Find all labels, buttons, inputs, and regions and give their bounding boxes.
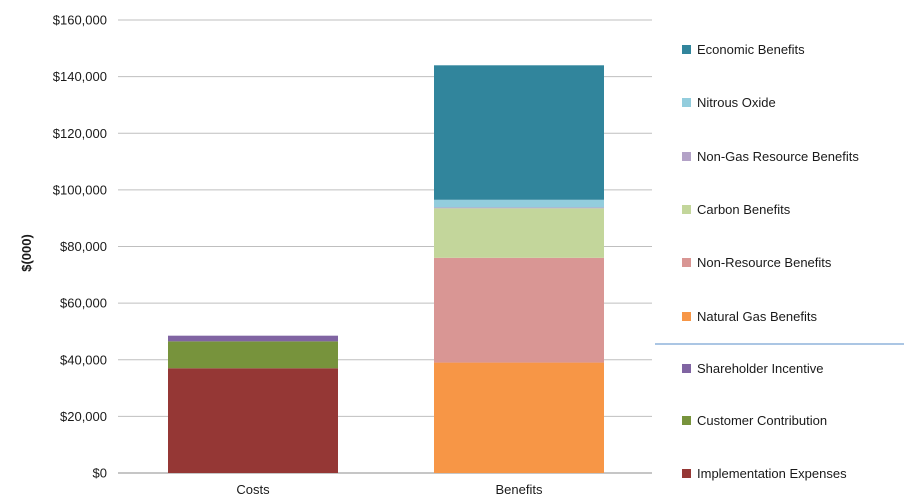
bar-costs-customer-contribution xyxy=(168,341,338,369)
bar-benefits-nitrous-oxide xyxy=(434,199,604,208)
legend-swatch xyxy=(682,152,691,161)
bar-benefits-non-resource-benefits xyxy=(434,257,604,363)
legend-label: Non-Resource Benefits xyxy=(697,255,832,270)
bar-costs-shareholder-incentive xyxy=(168,335,338,342)
legend-swatch xyxy=(682,205,691,214)
legend-label: Carbon Benefits xyxy=(697,202,791,217)
legend-item-customer-contribution: Customer Contribution xyxy=(682,413,827,428)
legend-label: Economic Benefits xyxy=(697,42,805,57)
x-tick-label-benefits: Benefits xyxy=(496,482,543,497)
bar-costs-implementation-expenses xyxy=(168,368,338,473)
legend-item-non-gas-resource-benefits: Non-Gas Resource Benefits xyxy=(682,149,859,164)
bars xyxy=(168,65,604,473)
legend-item-shareholder-incentive: Shareholder Incentive xyxy=(682,361,823,376)
legend-label: Customer Contribution xyxy=(697,413,827,428)
legend-item-economic-benefits: Economic Benefits xyxy=(682,42,805,57)
legend-item-natural-gas-benefits: Natural Gas Benefits xyxy=(682,309,817,324)
legend-item-non-resource-benefits: Non-Resource Benefits xyxy=(682,255,832,270)
legend-swatch xyxy=(682,98,691,107)
legend-item-nitrous-oxide: Nitrous Oxide xyxy=(682,95,776,110)
bar-benefits-economic-benefits xyxy=(434,65,604,200)
legend-swatch xyxy=(682,312,691,321)
legend-swatch xyxy=(682,258,691,267)
y-tick-label: $100,000 xyxy=(53,182,107,197)
bar-benefits-non-gas-resource-benefits xyxy=(434,207,604,209)
legend-item-implementation-expenses: Implementation Expenses xyxy=(682,466,847,481)
legend-label: Implementation Expenses xyxy=(697,466,847,481)
y-tick-label: $60,000 xyxy=(60,296,107,311)
y-tick-label: $80,000 xyxy=(60,239,107,254)
y-tick-label: $140,000 xyxy=(53,69,107,84)
legend-swatch xyxy=(682,469,691,478)
y-tick-label: $160,000 xyxy=(53,13,107,28)
legend: Economic Benefits Nitrous Oxide Non-Gas Re… xyxy=(682,42,859,481)
x-tick-label-costs: Costs xyxy=(236,482,270,497)
x-axis-labels: Costs Benefits xyxy=(236,482,543,497)
legend-label: Non-Gas Resource Benefits xyxy=(697,149,859,164)
legend-swatch xyxy=(682,416,691,425)
y-tick-label: $40,000 xyxy=(60,352,107,367)
y-tick-label: $0 xyxy=(93,466,107,481)
legend-swatch xyxy=(682,364,691,373)
bar-benefits-natural-gas-benefits xyxy=(434,362,604,473)
y-tick-label: $120,000 xyxy=(53,126,107,141)
bar-benefits-carbon-benefits xyxy=(434,208,604,258)
legend-swatch xyxy=(682,45,691,54)
legend-item-carbon-benefits: Carbon Benefits xyxy=(682,202,791,217)
legend-label: Natural Gas Benefits xyxy=(697,309,817,324)
legend-label: Shareholder Incentive xyxy=(697,361,823,376)
y-tick-label: $20,000 xyxy=(60,409,107,424)
y-axis-ticks: $0 $20,000 $40,000 $60,000 $80,000 $100,000 $1… xyxy=(53,13,107,481)
legend-label: Nitrous Oxide xyxy=(697,95,776,110)
y-axis-label: $(000) xyxy=(19,234,34,272)
